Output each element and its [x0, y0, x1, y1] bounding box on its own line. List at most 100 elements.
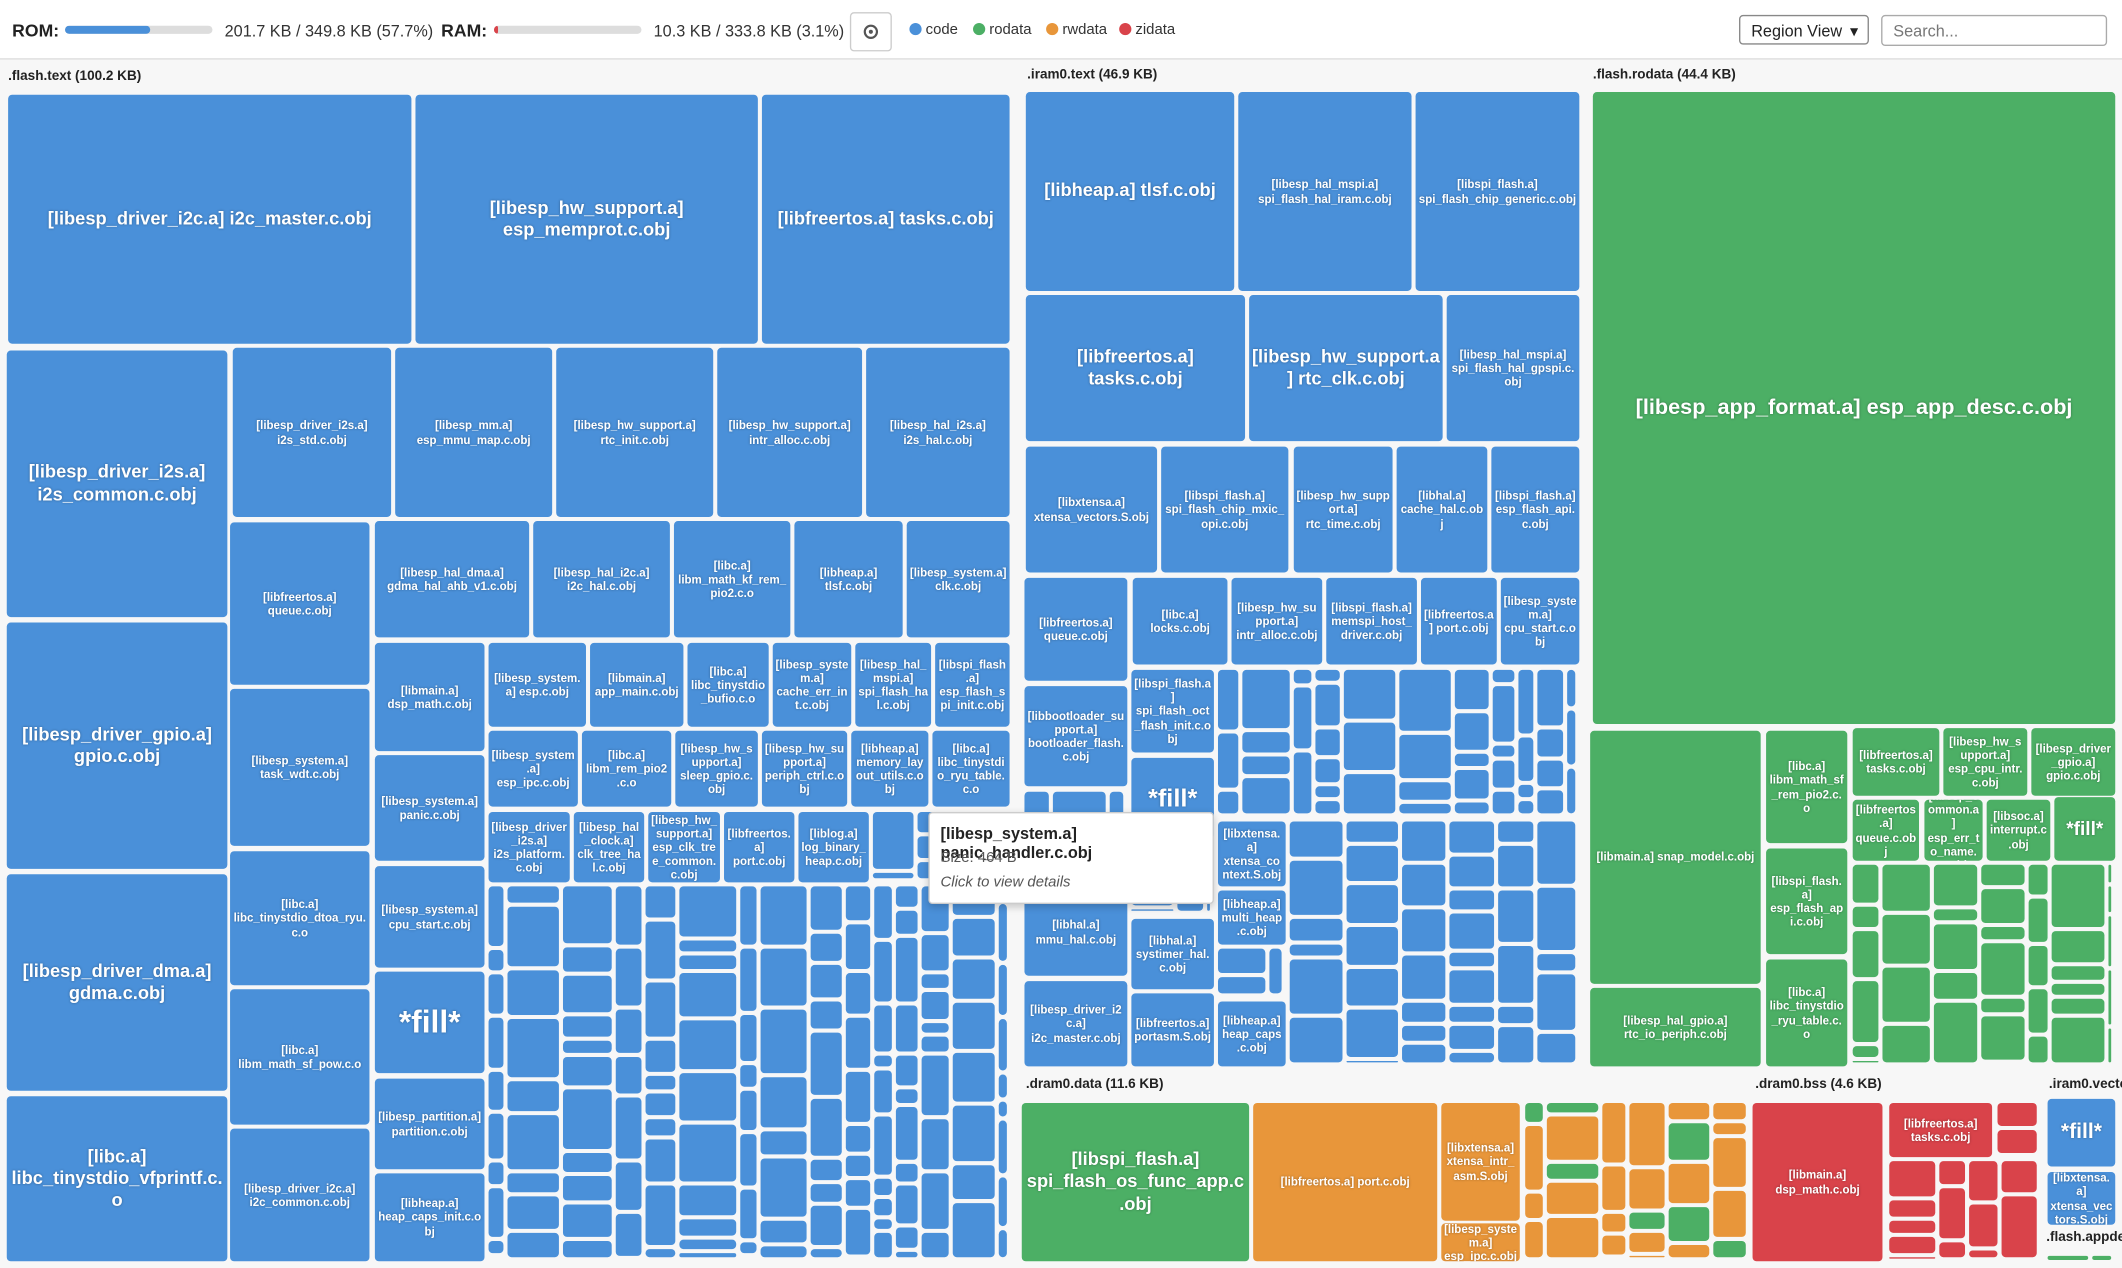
- small-cell[interactable]: [1517, 785, 1534, 797]
- small-cell[interactable]: [1346, 846, 1399, 881]
- search-input[interactable]: Search...: [1881, 14, 2108, 47]
- small-cell[interactable]: [1346, 1061, 1399, 1063]
- small-cell[interactable]: [507, 1173, 560, 1192]
- small-cell[interactable]: [679, 1019, 737, 1070]
- small-cell[interactable]: [1628, 1232, 1666, 1252]
- small-cell[interactable]: [896, 1004, 918, 1051]
- small-cell[interactable]: [811, 1249, 843, 1258]
- object-cell[interactable]: [libmain.a] snap_model.c.obj: [1590, 730, 1761, 984]
- small-cell[interactable]: [760, 1246, 808, 1258]
- small-cell[interactable]: [1289, 944, 1343, 956]
- small-cell[interactable]: [1294, 687, 1312, 748]
- small-cell[interactable]: [740, 1189, 757, 1238]
- small-cell[interactable]: [873, 1055, 893, 1067]
- object-cell[interactable]: [libspi_flash.a] spi_flash_os_func_app.c…: [1021, 1102, 1250, 1262]
- object-cell[interactable]: [libspi_flash.a] esp_flash_api.c.obj: [1491, 446, 1580, 573]
- small-cell[interactable]: [1241, 756, 1291, 775]
- small-cell[interactable]: [1294, 669, 1312, 684]
- small-cell[interactable]: [1547, 1116, 1599, 1160]
- object-cell[interactable]: [libc.a] libc_tinystdio_bufio.c.o: [687, 642, 769, 727]
- object-cell[interactable]: [libspi_flash.a] memspi_host_driver.c.ob…: [1326, 577, 1417, 665]
- small-cell[interactable]: [1217, 948, 1265, 974]
- object-cell[interactable]: [libfreertos.a] port.c.obj: [1253, 1102, 1438, 1262]
- small-cell[interactable]: [998, 1177, 1007, 1226]
- small-cell[interactable]: [1669, 1123, 1710, 1161]
- small-cell[interactable]: [563, 1153, 613, 1172]
- small-cell[interactable]: [563, 975, 613, 1013]
- small-cell[interactable]: [760, 1220, 808, 1243]
- small-cell[interactable]: [1889, 1236, 1936, 1253]
- object-cell[interactable]: [libesp_system.a] esp_ipc.c.obj: [1441, 1223, 1520, 1262]
- small-cell[interactable]: [1602, 1166, 1625, 1210]
- small-cell[interactable]: [507, 1195, 560, 1229]
- object-cell[interactable]: [libesp_driver_i2c.a] i2c_master.c.obj: [1024, 981, 1128, 1067]
- small-cell[interactable]: [1713, 1240, 1746, 1258]
- small-cell[interactable]: [1713, 1190, 1746, 1237]
- small-cell[interactable]: [896, 1054, 918, 1086]
- small-cell[interactable]: [740, 1242, 757, 1254]
- small-cell[interactable]: [1402, 1025, 1446, 1042]
- small-cell[interactable]: [645, 982, 676, 1036]
- small-cell[interactable]: [1981, 998, 2025, 1013]
- small-cell[interactable]: [1454, 669, 1490, 709]
- small-cell[interactable]: [1547, 1182, 1599, 1214]
- small-cell[interactable]: [846, 1180, 870, 1206]
- object-cell[interactable]: [libc.a] libm_rem_pio2.c.o: [581, 730, 672, 807]
- small-cell[interactable]: [1217, 669, 1238, 730]
- small-cell[interactable]: [1343, 774, 1396, 814]
- small-cell[interactable]: [679, 1219, 737, 1236]
- small-cell[interactable]: [1997, 1129, 2037, 1154]
- small-cell[interactable]: [1969, 1161, 1998, 1201]
- small-cell[interactable]: [1981, 889, 2025, 923]
- object-cell[interactable]: *fill*: [2047, 1098, 2116, 1167]
- small-cell[interactable]: [1493, 686, 1514, 741]
- object-cell[interactable]: [libesp_hal_mspi.a] spi_flash_hal.c.obj: [855, 642, 932, 727]
- object-cell[interactable]: [liblog.a] log_binary_heap.c.obj: [798, 811, 869, 883]
- small-cell[interactable]: [998, 1120, 1007, 1174]
- small-cell[interactable]: [616, 1057, 642, 1094]
- small-cell[interactable]: [740, 1064, 757, 1087]
- small-cell[interactable]: [1346, 821, 1399, 843]
- small-cell[interactable]: [1628, 1102, 1666, 1166]
- small-cell[interactable]: [760, 1076, 808, 1128]
- small-cell[interactable]: [563, 1175, 613, 1201]
- small-cell[interactable]: [1498, 845, 1534, 887]
- object-cell[interactable]: [libesp_system.a] cache_err_int.c.obj: [772, 642, 852, 727]
- small-cell[interactable]: [2108, 970, 2112, 1025]
- small-cell[interactable]: [760, 1009, 808, 1073]
- object-cell[interactable]: [libesp_driver_gpio.a] gpio.c.obj: [6, 622, 228, 869]
- small-cell[interactable]: [1537, 760, 1564, 787]
- small-cell[interactable]: [2092, 1255, 2112, 1260]
- small-cell[interactable]: [1289, 821, 1343, 857]
- small-cell[interactable]: [1454, 770, 1490, 799]
- view-select[interactable]: Region View ▾: [1739, 14, 1869, 45]
- small-cell[interactable]: [921, 1036, 949, 1051]
- small-cell[interactable]: [488, 1162, 504, 1185]
- small-cell[interactable]: [1449, 1006, 1495, 1022]
- small-cell[interactable]: [952, 1003, 995, 1049]
- object-cell[interactable]: [libc.a] libm_math_sf_rem_pio2.c.o: [1766, 730, 1848, 844]
- small-cell[interactable]: [952, 918, 995, 956]
- object-cell[interactable]: [libc.a] libc_tinystdio_ryu_table.c.o: [1766, 959, 1848, 1067]
- small-cell[interactable]: [616, 1098, 642, 1159]
- small-cell[interactable]: [1449, 1053, 1495, 1063]
- object-cell[interactable]: [libc.a] locks.c.obj: [1132, 577, 1228, 665]
- small-cell[interactable]: [1449, 891, 1495, 909]
- small-cell[interactable]: [1498, 890, 1534, 943]
- small-cell[interactable]: [811, 1184, 843, 1202]
- small-cell[interactable]: [645, 1093, 676, 1115]
- small-cell[interactable]: [1525, 1126, 1544, 1189]
- small-cell[interactable]: [873, 1004, 893, 1052]
- legend-label[interactable]: rwdata: [1062, 21, 1108, 38]
- object-cell[interactable]: [libesp_hw_support.a] esp_clk_tree_commo…: [648, 811, 720, 883]
- object-cell[interactable]: [libc.a] libc_tinystdio_ryu_table.c.o: [932, 730, 1010, 807]
- small-cell[interactable]: [811, 886, 843, 930]
- small-cell[interactable]: [921, 992, 949, 1019]
- small-cell[interactable]: [1449, 913, 1495, 949]
- small-cell[interactable]: [2051, 966, 2105, 980]
- small-cell[interactable]: [811, 1001, 843, 1028]
- object-cell[interactable]: [libesp_driver_i2s.a] i2s_std.c.obj: [232, 347, 392, 517]
- small-cell[interactable]: [679, 1239, 737, 1249]
- small-cell[interactable]: [896, 1185, 918, 1223]
- small-cell[interactable]: [1315, 669, 1340, 681]
